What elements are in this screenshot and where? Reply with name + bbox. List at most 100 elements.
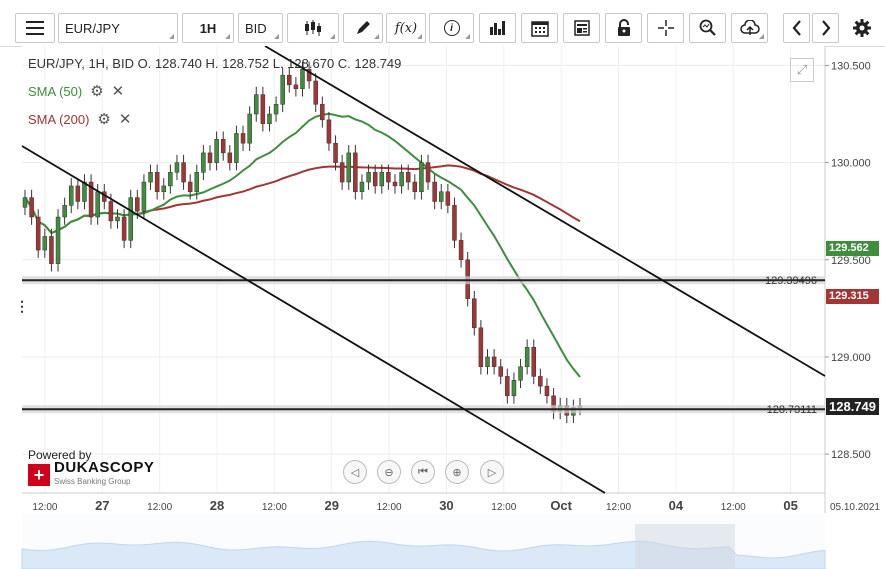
candle-body bbox=[267, 113, 272, 124]
x-end-date-label: 05.10.2021 bbox=[830, 502, 880, 513]
candle-body bbox=[280, 74, 285, 105]
candle-body bbox=[29, 197, 34, 218]
candle-body bbox=[524, 346, 530, 367]
candle-body bbox=[505, 376, 510, 397]
pencil-icon bbox=[357, 21, 370, 34]
nav-next-icon: ▷ bbox=[487, 466, 497, 479]
candle-body bbox=[544, 385, 550, 397]
save-cloud-button[interactable] bbox=[731, 13, 768, 43]
candle-body bbox=[35, 216, 41, 251]
candle-body bbox=[392, 181, 398, 187]
sma200-legend: SMA (200) ⚙ ✕ bbox=[28, 110, 131, 128]
scroll-left-button[interactable] bbox=[783, 13, 810, 43]
candle-body bbox=[141, 181, 147, 212]
powered-by-label: Powered by bbox=[28, 448, 92, 462]
candle-body bbox=[333, 142, 338, 163]
candle-body bbox=[115, 216, 120, 222]
scroll-right-button[interactable] bbox=[812, 13, 839, 43]
price-chart[interactable]: 129.39496 128.73111 130.500 130.000 129.500… bbox=[0, 46, 885, 569]
candle-body bbox=[498, 366, 503, 377]
candle-body bbox=[538, 376, 543, 387]
candle-body bbox=[181, 162, 186, 183]
bar-chart-icon bbox=[489, 21, 505, 35]
menu-button[interactable] bbox=[15, 13, 55, 43]
panel-resize-handle[interactable]: ⋮ bbox=[15, 298, 29, 314]
candle-body bbox=[346, 152, 351, 183]
sma200-settings-icon[interactable]: ⚙ bbox=[97, 111, 111, 128]
candle-body bbox=[247, 113, 252, 144]
brand-name: DUKASCOPY bbox=[54, 459, 155, 476]
chart-type-select[interactable] bbox=[287, 13, 339, 43]
chevron-left-icon bbox=[792, 20, 801, 36]
sma50-close-icon[interactable]: ✕ bbox=[111, 83, 125, 100]
candle-body bbox=[88, 181, 94, 218]
swiss-cross-icon: + bbox=[28, 464, 50, 486]
candle-body bbox=[419, 162, 424, 193]
zoom-out-button[interactable]: ⊖ bbox=[377, 460, 401, 484]
dukascopy-logo: + DUKASCOPY Swiss Banking Group bbox=[28, 459, 155, 489]
candle-body bbox=[366, 172, 371, 183]
candle-body bbox=[220, 139, 226, 154]
calendar-icon bbox=[530, 21, 549, 37]
side-select[interactable]: BID bbox=[238, 13, 283, 43]
candle-body bbox=[42, 236, 48, 251]
info-icon: i bbox=[443, 20, 460, 36]
hline-label: 129.39496 bbox=[765, 275, 817, 287]
candle-body bbox=[293, 84, 299, 90]
y-tick-label: 130.500 bbox=[831, 60, 871, 72]
period-select[interactable]: 1H bbox=[182, 13, 234, 43]
candle-body bbox=[320, 104, 325, 121]
settings-button[interactable] bbox=[845, 13, 878, 43]
chevron-right-icon bbox=[821, 20, 830, 36]
lock-icon bbox=[617, 19, 630, 36]
symbol-select[interactable]: EUR/JPY bbox=[58, 13, 178, 43]
crosshair-button[interactable] bbox=[647, 13, 684, 43]
news-button[interactable] bbox=[563, 13, 600, 43]
candle-body bbox=[207, 152, 213, 163]
y-tick-label: 128.500 bbox=[831, 449, 871, 461]
info-button[interactable]: i bbox=[429, 13, 474, 43]
candle-body bbox=[313, 80, 318, 105]
crosshair-icon bbox=[657, 20, 674, 36]
nav-next-button[interactable]: ▷ bbox=[480, 460, 504, 484]
candle-body bbox=[287, 74, 292, 86]
drawing-tools-button[interactable] bbox=[343, 13, 383, 43]
candle-body bbox=[518, 366, 523, 381]
candle-body bbox=[478, 327, 484, 367]
reset-view-button[interactable]: ⏮ bbox=[411, 460, 435, 484]
calendar-button[interactable] bbox=[521, 13, 558, 43]
symbol-label: EUR/JPY bbox=[65, 20, 120, 36]
fullscreen-button[interactable]: ⤢ bbox=[790, 58, 814, 82]
candle-body bbox=[49, 236, 54, 264]
volume-button[interactable] bbox=[479, 13, 516, 43]
nav-prev-button[interactable]: ◁ bbox=[343, 460, 367, 484]
candle-body bbox=[62, 205, 67, 218]
price-tag: 128.749 bbox=[826, 397, 879, 415]
reset-icon: ⏮ bbox=[418, 465, 428, 478]
sma200-close-icon[interactable]: ✕ bbox=[118, 111, 132, 128]
expand-icon: ⤢ bbox=[796, 62, 808, 77]
candle-body bbox=[386, 172, 391, 183]
period-label: 1H bbox=[199, 20, 217, 36]
candle-body bbox=[472, 298, 477, 329]
x-tick-label: 12:00 bbox=[606, 502, 631, 513]
candle-body bbox=[372, 172, 378, 187]
candle-body bbox=[326, 119, 332, 144]
trend-line-lower[interactable] bbox=[21, 145, 606, 494]
x-tick-label: 12:00 bbox=[262, 502, 287, 513]
chart-area[interactable]: 129.39496 128.73111 130.500 130.000 129.500… bbox=[0, 46, 885, 569]
zoom-in-button[interactable]: ⊕ bbox=[445, 460, 469, 484]
zoom-icon bbox=[699, 19, 716, 36]
indicators-button[interactable]: f(x) bbox=[386, 13, 426, 43]
candle-body bbox=[425, 162, 431, 183]
lock-button[interactable] bbox=[605, 13, 642, 43]
sma50-settings-icon[interactable]: ⚙ bbox=[90, 83, 104, 100]
zoom-button[interactable] bbox=[689, 13, 726, 43]
candle-body bbox=[339, 162, 345, 183]
candle-body bbox=[95, 191, 100, 218]
navigator-window[interactable] bbox=[635, 524, 735, 569]
hline-label: 128.73111 bbox=[767, 404, 817, 416]
trend-line-upper[interactable] bbox=[264, 46, 826, 377]
candle-body bbox=[69, 185, 74, 206]
price-tag: 129.562 bbox=[826, 240, 879, 256]
